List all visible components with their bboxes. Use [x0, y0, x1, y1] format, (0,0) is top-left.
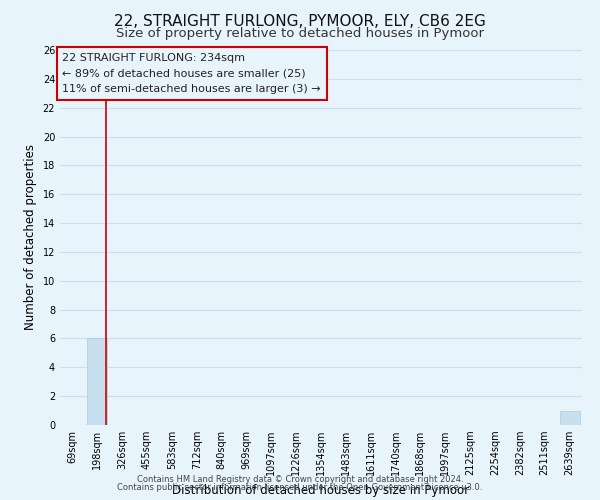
X-axis label: Distribution of detached houses by size in Pymoor: Distribution of detached houses by size … [172, 484, 470, 497]
Bar [88, 338, 107, 425]
Text: Size of property relative to detached houses in Pymoor: Size of property relative to detached ho… [116, 28, 484, 40]
Text: 22, STRAIGHT FURLONG, PYMOOR, ELY, CB6 2EG: 22, STRAIGHT FURLONG, PYMOOR, ELY, CB6 2… [114, 14, 486, 29]
Text: Contains HM Land Registry data © Crown copyright and database right 2024.: Contains HM Land Registry data © Crown c… [137, 475, 463, 484]
Y-axis label: Number of detached properties: Number of detached properties [24, 144, 37, 330]
Text: Contains public sector information licensed under the Open Government Licence v3: Contains public sector information licen… [118, 484, 482, 492]
Bar [560, 410, 580, 425]
Text: 22 STRAIGHT FURLONG: 234sqm
← 89% of detached houses are smaller (25)
11% of sem: 22 STRAIGHT FURLONG: 234sqm ← 89% of det… [62, 53, 321, 94]
